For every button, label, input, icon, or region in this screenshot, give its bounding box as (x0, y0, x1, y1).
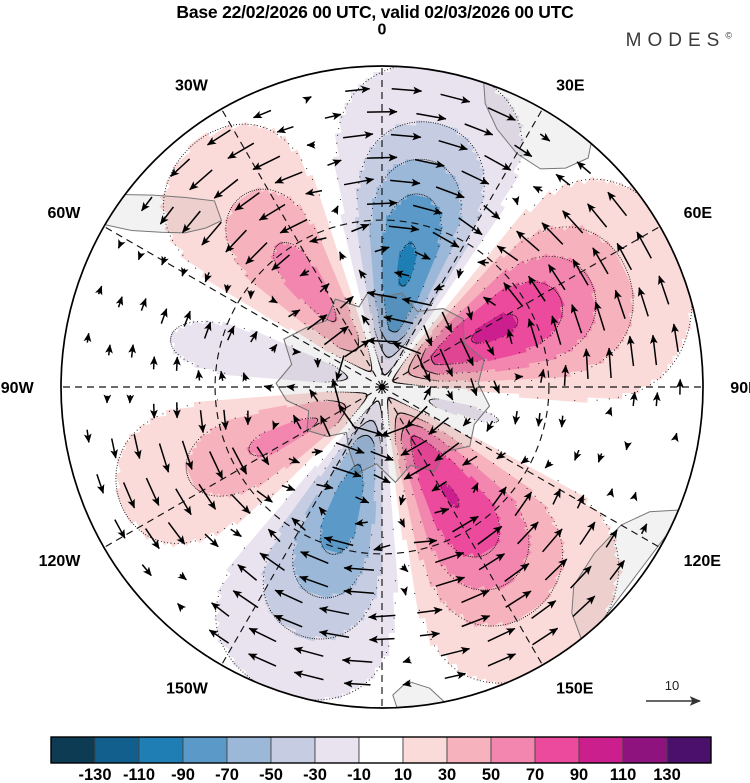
longitude-label-120e: 120E (684, 553, 722, 570)
vector-key: 10 (646, 678, 701, 706)
modes-logo: MODES© (626, 30, 732, 52)
colorbar-tick-label: 50 (482, 766, 500, 783)
colorbar-tick-label: 10 (394, 766, 412, 783)
colorbar-tick-label: -130 (78, 766, 111, 783)
wind-vector-layer (83, 85, 684, 688)
longitude-label-30e: 30E (556, 77, 585, 94)
page-title: Base 22/02/2026 00 UTC, valid 02/03/2026… (176, 2, 574, 22)
longitude-label-150w: 150W (166, 681, 209, 698)
colorbar-tick-label: -70 (215, 766, 239, 783)
colorbar-segment[interactable] (138, 736, 184, 764)
colorbar[interactable]: -130 -110 -90 -70 -50 -30 -10 10 30 50 70 90 110 130 (50, 736, 712, 783)
colorbar-segment[interactable] (226, 736, 272, 764)
colorbar-segment[interactable] (446, 736, 492, 764)
longitude-label-60e: 60E (684, 205, 713, 222)
colorbar-segment[interactable] (622, 736, 668, 764)
contour-layer (115, 66, 693, 701)
logo-text: MODES (625, 30, 726, 51)
colorbar-segment[interactable] (534, 736, 580, 764)
colorbar-tick-label: -110 (123, 766, 155, 783)
colorbar-tick-label: -50 (259, 766, 283, 783)
colorbar-tick-label: 130 (653, 766, 681, 783)
map-boundary-circle (60, 65, 704, 709)
colorbar-segment[interactable] (358, 736, 404, 764)
colorbar-segment[interactable] (182, 736, 228, 764)
colorbar-segment[interactable] (94, 736, 140, 764)
longitude-label-120w: 120W (39, 553, 82, 570)
colorbar-segment[interactable] (314, 736, 360, 764)
colorbar-segment[interactable] (402, 736, 448, 764)
longitude-label-90e: 90E (730, 380, 750, 397)
longitude-label-60w: 60W (47, 205, 81, 222)
longitude-label-150e: 150E (556, 681, 594, 698)
longitude-label-0: 0 (378, 22, 387, 39)
colorbar-tick-label: -90 (171, 766, 195, 783)
longitude-label-90w: 90W (1, 380, 35, 397)
registered-mark-icon: © (725, 30, 732, 41)
colorbar-segment[interactable] (270, 736, 316, 764)
colorbar-tick-label: 110 (610, 766, 637, 783)
colorbar-segment[interactable] (490, 736, 536, 764)
vector-key-label: 10 (665, 678, 679, 693)
longitude-label-30w: 30W (175, 77, 209, 94)
colorbar-tick-label: 90 (570, 766, 588, 783)
colorbar-segment[interactable] (666, 736, 712, 764)
colorbar-tick-label: 30 (438, 766, 456, 783)
graticule-layer (61, 66, 703, 708)
colorbar-tick-label: -10 (347, 766, 371, 783)
colorbar-segment[interactable] (578, 736, 624, 764)
colorbar-tick-label: -30 (303, 766, 327, 783)
colorbar-segment[interactable] (50, 736, 96, 764)
colorbar-tick-label: 70 (526, 766, 544, 783)
